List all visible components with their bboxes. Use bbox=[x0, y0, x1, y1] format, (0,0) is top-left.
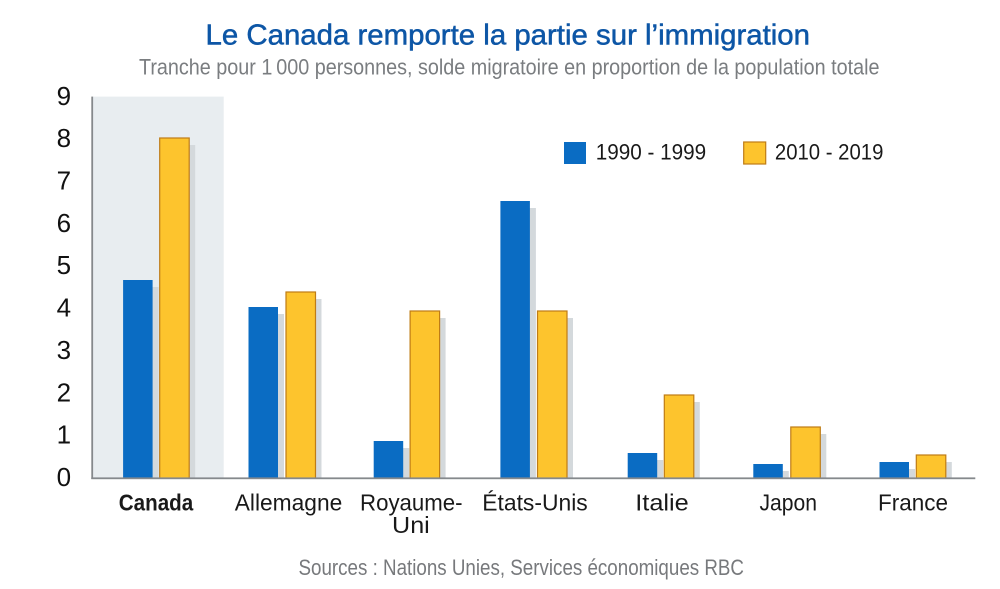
svg-text:1990 - 1999: 1990 - 1999 bbox=[596, 140, 707, 165]
svg-text:Uni: Uni bbox=[392, 512, 430, 538]
svg-text:5: 5 bbox=[57, 250, 71, 280]
svg-text:États-Unis: États-Unis bbox=[482, 490, 588, 516]
svg-text:Canada: Canada bbox=[119, 490, 194, 516]
svg-text:Tranche pour 1 000 personnes,: Tranche pour 1 000 personnes, solde migr… bbox=[139, 54, 880, 79]
svg-text:9: 9 bbox=[57, 81, 71, 111]
svg-text:Allemagne: Allemagne bbox=[235, 490, 343, 516]
svg-text:2: 2 bbox=[57, 377, 71, 407]
svg-text:France: France bbox=[878, 490, 948, 516]
svg-text:Sources : Nations Unies, Servi: Sources : Nations Unies, Services économ… bbox=[299, 555, 745, 580]
svg-text:6: 6 bbox=[57, 208, 71, 238]
svg-text:1: 1 bbox=[57, 420, 71, 450]
svg-text:Italie: Italie bbox=[635, 490, 689, 516]
svg-text:8: 8 bbox=[57, 123, 71, 153]
svg-text:7: 7 bbox=[57, 166, 71, 196]
svg-text:2010 - 2019: 2010 - 2019 bbox=[775, 140, 884, 165]
svg-text:Royaume-: Royaume- bbox=[360, 490, 463, 516]
svg-text:3: 3 bbox=[57, 335, 71, 365]
svg-text:0: 0 bbox=[57, 462, 71, 492]
svg-text:Le Canada remporte la partie s: Le Canada remporte la partie sur l’immig… bbox=[206, 20, 810, 52]
svg-text:4: 4 bbox=[57, 293, 71, 323]
svg-text:Japon: Japon bbox=[759, 490, 817, 516]
